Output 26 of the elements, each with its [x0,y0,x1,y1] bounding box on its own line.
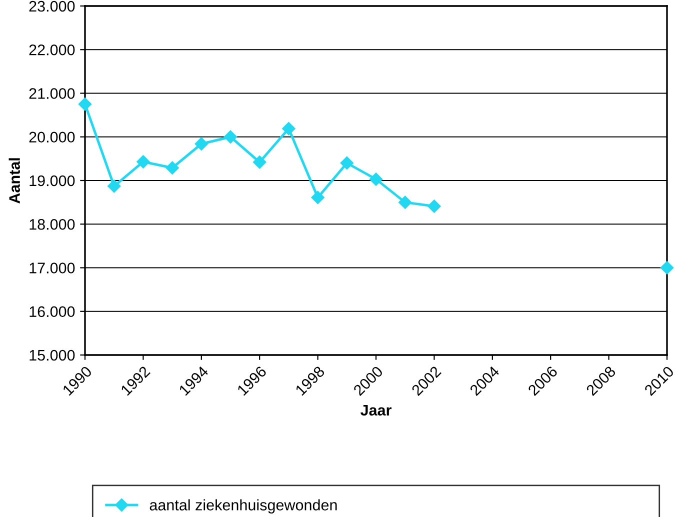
y-tick-label: 15.000 [30,350,75,361]
point [108,180,121,193]
y-axis-title: Aantal [8,158,20,204]
y-tick-label: 23.000 [29,0,75,12]
y-tick-label: 17.000 [30,262,75,274]
point [311,190,324,204]
point [224,130,238,144]
point [166,161,179,174]
point [136,155,150,168]
point [340,156,354,170]
legend-label: aantal ziekenhuisgewonden [150,499,337,514]
x-axis-title: Jaar [360,404,392,416]
y-tick-label: 21.000 [29,88,75,99]
y-tick-label: 19.000 [30,175,75,186]
point [428,200,441,213]
point [369,172,383,186]
point [660,261,674,274]
point [194,137,208,150]
y-tick-label: 20.000 [29,132,75,143]
y-tick-label: 18.000 [30,218,75,230]
y-tick-label: 16.000 [30,306,75,318]
point [78,98,92,111]
point [282,122,296,136]
point [398,196,412,209]
point [253,156,266,169]
y-tick-label: 22.000 [29,44,75,56]
